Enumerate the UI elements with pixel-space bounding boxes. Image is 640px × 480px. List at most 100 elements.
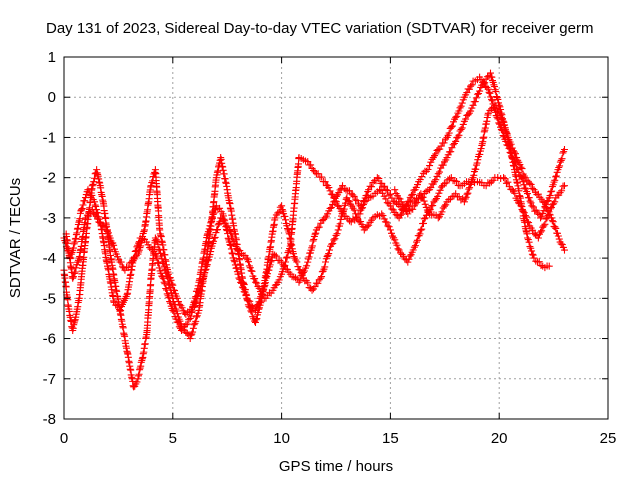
data-point — [495, 99, 503, 107]
data-point — [178, 304, 186, 312]
data-point — [154, 240, 162, 248]
data-point — [558, 187, 566, 195]
data-point — [429, 202, 437, 210]
data-point — [477, 145, 485, 153]
data-point — [442, 156, 450, 164]
data-point — [329, 191, 337, 199]
data-point — [88, 206, 96, 214]
series-track-2 — [60, 154, 568, 391]
data-point — [556, 158, 564, 166]
data-point — [481, 82, 489, 90]
data-point — [529, 251, 537, 259]
data-point — [165, 294, 173, 302]
data-point — [409, 205, 417, 213]
data-point — [548, 187, 556, 195]
data-point — [440, 202, 448, 210]
data-point — [284, 249, 292, 257]
data-point — [241, 252, 249, 260]
data-point — [503, 129, 511, 137]
data-point — [91, 211, 99, 219]
data-point — [379, 212, 387, 220]
data-point — [241, 286, 249, 294]
data-point — [447, 148, 455, 156]
data-point — [193, 313, 201, 321]
data-point — [349, 215, 357, 223]
data-point — [125, 357, 133, 365]
data-point — [70, 269, 78, 277]
data-point — [328, 240, 336, 248]
data-point — [311, 230, 319, 238]
data-point — [92, 202, 100, 210]
data-point — [135, 248, 143, 256]
data-point — [502, 128, 510, 136]
data-point — [410, 243, 418, 251]
data-point — [252, 316, 260, 324]
data-point — [537, 262, 545, 270]
data-point — [72, 264, 80, 272]
data-point — [110, 297, 118, 305]
data-point — [229, 234, 237, 242]
data-point — [196, 286, 204, 294]
data-point — [318, 216, 326, 224]
data-point — [79, 201, 87, 209]
data-point — [304, 258, 312, 266]
data-point — [517, 163, 525, 171]
data-points — [60, 69, 568, 391]
data-point — [521, 184, 529, 192]
data-point — [74, 256, 82, 264]
data-point — [187, 312, 195, 320]
data-point — [147, 183, 155, 191]
data-point — [181, 309, 189, 317]
data-point — [264, 256, 272, 264]
data-point — [465, 185, 473, 193]
data-point — [217, 208, 225, 216]
data-point — [331, 197, 339, 205]
data-point — [240, 281, 248, 289]
data-point — [179, 323, 187, 331]
data-point — [247, 267, 255, 275]
data-point — [192, 317, 200, 325]
data-point — [477, 83, 485, 91]
data-point — [293, 258, 301, 266]
data-point — [440, 139, 448, 147]
data-point — [523, 176, 531, 184]
data-point — [424, 165, 432, 173]
data-point — [326, 187, 334, 195]
data-point — [418, 225, 426, 233]
data-point — [502, 179, 510, 187]
data-point — [523, 190, 531, 198]
data-point — [449, 141, 457, 149]
data-point — [472, 165, 480, 173]
data-point — [117, 258, 125, 266]
data-point — [207, 244, 215, 252]
data-point — [551, 223, 559, 231]
data-point — [542, 215, 550, 223]
data-point — [138, 357, 146, 365]
data-point — [557, 240, 565, 248]
data-point — [124, 264, 132, 272]
data-point — [528, 250, 536, 258]
data-point — [285, 268, 293, 276]
data-point — [462, 193, 470, 201]
data-point — [203, 261, 211, 269]
data-point — [75, 297, 83, 305]
data-point — [315, 223, 323, 231]
data-point — [413, 198, 421, 206]
series-track-3 — [62, 69, 568, 318]
data-point — [292, 274, 300, 282]
data-point — [431, 196, 439, 204]
data-point — [275, 276, 283, 284]
data-point — [433, 172, 441, 180]
data-point — [171, 287, 179, 295]
data-point — [426, 162, 434, 170]
data-point — [378, 179, 386, 187]
data-point — [405, 207, 413, 215]
data-point — [286, 245, 294, 253]
data-point — [420, 197, 428, 205]
data-point — [231, 230, 239, 238]
data-point — [81, 197, 89, 205]
data-point — [103, 259, 111, 267]
data-point — [308, 242, 316, 250]
y-tick-label: -8 — [43, 411, 56, 428]
data-point — [274, 209, 282, 217]
